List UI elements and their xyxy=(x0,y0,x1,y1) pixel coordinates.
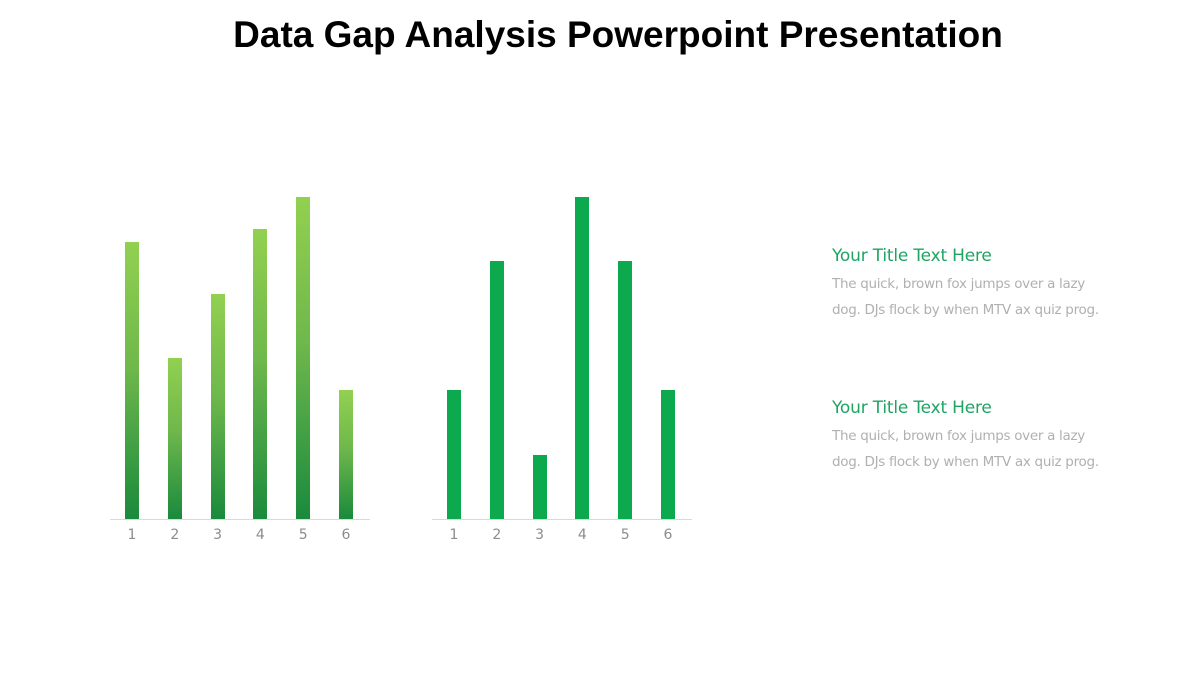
x-tick-label: 4 xyxy=(255,527,265,543)
x-axis-line xyxy=(432,519,692,520)
x-tick-label: 2 xyxy=(170,527,180,543)
x-tick-label: 4 xyxy=(577,527,587,543)
bar-3 xyxy=(210,294,225,519)
bar-6 xyxy=(661,390,675,519)
x-tick-label: 1 xyxy=(127,527,137,543)
x-tick-label: 3 xyxy=(535,527,545,543)
text-block-2: Your Title Text Here The quick, brown fo… xyxy=(832,398,1102,475)
right-bar-chart xyxy=(432,180,692,520)
text-block-title: Your Title Text Here xyxy=(832,398,992,418)
x-tick-label: 5 xyxy=(620,527,630,543)
bar-6 xyxy=(339,390,353,519)
bar-5 xyxy=(618,261,633,519)
bar-2 xyxy=(489,261,504,519)
x-tick-label: 3 xyxy=(213,527,223,543)
text-block-body: The quick, brown fox jumps over a lazy d… xyxy=(832,276,1099,318)
x-tick-label: 2 xyxy=(492,527,502,543)
slide-title: Data Gap Analysis Powerpoint Presentatio… xyxy=(233,14,1003,55)
x-tick-label: 6 xyxy=(663,527,673,543)
bar-4 xyxy=(253,229,268,519)
text-block-1: Your Title Text Here The quick, brown fo… xyxy=(832,246,1102,323)
bar-4 xyxy=(575,197,590,519)
x-tick-label: 5 xyxy=(298,527,308,543)
bar-1 xyxy=(125,242,139,519)
left-bar-chart xyxy=(110,180,370,520)
text-block-title: Your Title Text Here xyxy=(832,246,992,266)
bar-2 xyxy=(167,358,182,519)
x-tick-label: 6 xyxy=(341,527,351,543)
text-block-body: The quick, brown fox jumps over a lazy d… xyxy=(832,428,1099,470)
bar-1 xyxy=(447,390,461,519)
bar-5 xyxy=(296,197,311,519)
x-axis-line xyxy=(110,519,370,520)
bar-3 xyxy=(532,455,547,519)
x-tick-label: 1 xyxy=(449,527,459,543)
